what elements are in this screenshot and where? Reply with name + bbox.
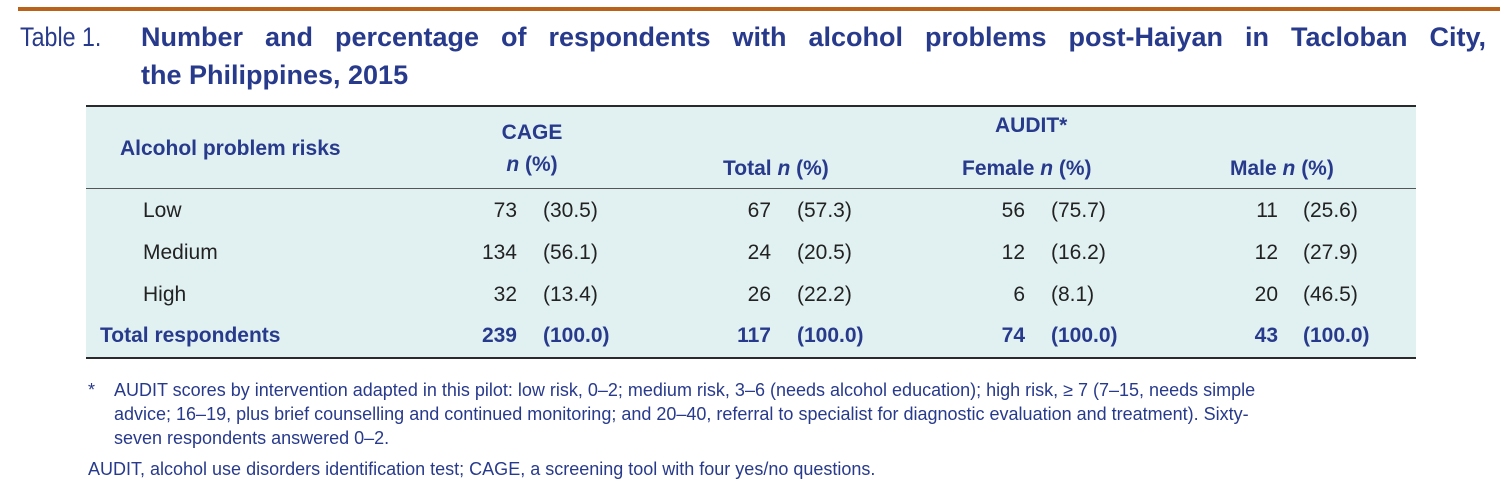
total-n-cell: 117 [737,324,771,347]
total-pct-cell: (100.0) [797,324,864,347]
header-audit-male: Male n (%) [1230,157,1334,181]
male-n-cell: 43 [1254,324,1278,347]
female-pct-cell: (16.2) [1051,241,1106,264]
italic-n: n [1282,157,1296,180]
header-audit-female: Female n (%) [962,157,1092,181]
male-n-cell: 20 [1254,283,1278,306]
male-pct-cell: (27.9) [1303,241,1358,264]
cage-n-cell: 134 [481,241,517,264]
male-label: Male [1230,157,1283,180]
total-pct-cell: (22.2) [797,283,852,306]
table-title: Table 1. Number and percentage of respon… [20,18,1486,90]
male-pct-cell: (25.6) [1303,199,1358,222]
italic-n: n [1040,157,1054,180]
total-pct-cell: (57.3) [797,199,852,222]
male-n-cell: 11 [1256,199,1278,222]
italic-n: n [777,157,791,180]
male-pct-cell: (100.0) [1303,324,1370,347]
female-n-cell: 6 [1013,283,1025,306]
table-caption: Number and percentage of respondents wit… [141,18,1486,94]
footnote-line: AUDIT scores by intervention adapted in … [114,380,1256,400]
cage-n-cell: 73 [493,199,517,222]
total-n-cell: 24 [747,241,771,264]
footnote-line: advice; 16–19, plus brief counselling an… [114,404,1249,424]
caption-line-1: Number and percentage of respondents wit… [141,22,1486,52]
row-label: High [143,283,187,306]
cage-n-cell: 32 [493,283,517,306]
total-label: Total [723,157,778,180]
pct-symbol: (%) [790,157,829,180]
header-audit: AUDIT* [995,114,1068,137]
header-separator [86,188,1416,189]
footnote-abbreviations: AUDIT, alcohol use disorders identificat… [88,459,876,479]
pct-symbol: (%) [519,153,558,176]
female-pct-cell: (8.1) [1051,283,1095,306]
female-pct-cell: (100.0) [1051,324,1118,347]
male-pct-cell: (46.5) [1303,283,1358,306]
table-label: Table 1. [20,22,102,52]
header-cage-sub: n (%) [497,153,567,177]
pct-symbol: (%) [1053,157,1092,180]
total-row-label: Total respondents [100,324,281,347]
footnote-line: seven respondents answered 0–2. [114,428,390,448]
caption-line-2: the Philippines, 2015 [141,60,409,90]
cage-pct-cell: (30.5) [543,199,598,222]
header-audit-total: Total n (%) [723,157,829,181]
footnote-star: * [88,380,96,400]
data-table [86,105,1416,359]
row-label: Medium [143,241,218,264]
female-label: Female [962,157,1041,180]
top-accent-bar [18,7,1500,11]
total-n-cell: 26 [747,283,771,306]
male-n-cell: 12 [1254,241,1278,264]
row-label: Low [143,199,182,222]
cage-pct-cell: (13.4) [543,283,598,306]
header-cage: CAGE [501,121,563,144]
footnote-audit: AUDIT scores by intervention adapted in … [114,378,1384,450]
cage-pct-cell: (100.0) [543,324,610,347]
cage-n-cell: 239 [481,324,517,347]
female-n-cell: 74 [1001,324,1025,347]
total-n-cell: 67 [747,199,771,222]
cage-pct-cell: (56.1) [543,241,598,264]
female-pct-cell: (75.7) [1051,199,1106,222]
header-risk: Alcohol problem risks [120,137,341,160]
italic-n: n [506,153,520,176]
female-n-cell: 56 [1001,199,1025,222]
total-pct-cell: (20.5) [797,241,852,264]
pct-symbol: (%) [1295,157,1334,180]
female-n-cell: 12 [1001,241,1025,264]
